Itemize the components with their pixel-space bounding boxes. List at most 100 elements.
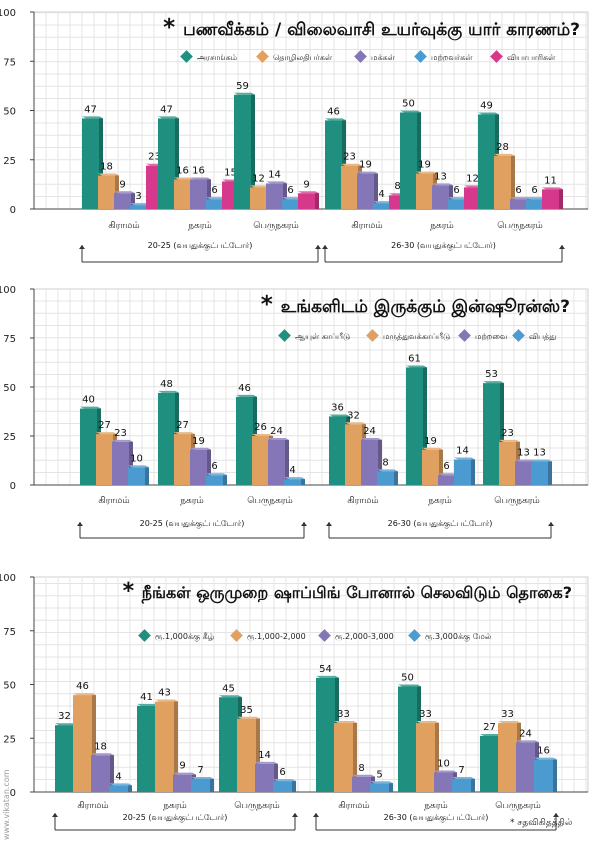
bar bbox=[361, 439, 378, 485]
legend-label: வியாபாரிகள் bbox=[507, 53, 556, 62]
legend-label: ஆயுள் காப்பீடு bbox=[295, 332, 350, 341]
bar-top bbox=[400, 110, 421, 113]
bar-side bbox=[292, 779, 296, 792]
bar-value-label: 4 bbox=[289, 465, 295, 476]
bar bbox=[352, 776, 371, 792]
legend-swatch bbox=[278, 329, 291, 342]
bar-value-label: 4 bbox=[115, 771, 121, 782]
bar-value-label: 13 bbox=[533, 448, 546, 459]
y-tick-label: 75 bbox=[3, 57, 16, 68]
bar-value-label: 40 bbox=[82, 395, 95, 406]
bar-top bbox=[237, 716, 260, 719]
category-label: கிராமம் bbox=[98, 496, 129, 506]
bar-side bbox=[210, 776, 214, 792]
bar bbox=[234, 94, 251, 209]
bar-side bbox=[374, 171, 378, 209]
legend-label: அரசாங்கம் bbox=[197, 53, 237, 62]
bar-value-label: 45 bbox=[222, 683, 235, 694]
bar-value-label: 24 bbox=[519, 728, 532, 739]
bar bbox=[190, 449, 207, 485]
bar-value-label: 50 bbox=[401, 673, 414, 684]
bar-side bbox=[223, 473, 227, 485]
bar-top bbox=[219, 695, 242, 698]
bar-top bbox=[128, 465, 149, 468]
legend-label: மக்கள் bbox=[371, 53, 396, 62]
bar-top bbox=[352, 774, 375, 777]
category-label: பெருநகரம் bbox=[253, 221, 298, 231]
chart-title: * பணவீக்கம் / விலைவாசி உயர்வுக்கு யார் க… bbox=[163, 15, 580, 41]
bar-value-label: 32 bbox=[347, 410, 360, 421]
watermark: www.vikatan.com bbox=[2, 769, 11, 840]
bar bbox=[510, 199, 527, 209]
bracket-arrow bbox=[79, 245, 85, 249]
bar-top bbox=[266, 181, 287, 184]
bar bbox=[174, 434, 191, 485]
bar-top bbox=[483, 381, 504, 384]
bar-value-label: 6 bbox=[443, 461, 449, 472]
bar-value-label: 27 bbox=[98, 420, 111, 431]
bar-value-label: 19 bbox=[192, 436, 205, 447]
y-tick-label: 75 bbox=[3, 627, 16, 638]
bar-value-label: 33 bbox=[337, 709, 350, 720]
bar bbox=[219, 697, 238, 792]
bar bbox=[329, 416, 346, 485]
bar-top bbox=[98, 173, 119, 176]
credit-note: * சதவிகிதத்தில் bbox=[510, 818, 573, 828]
bar bbox=[298, 193, 315, 209]
bar bbox=[334, 723, 353, 792]
bar-value-label: 33 bbox=[419, 709, 432, 720]
category-label: பெருநகரம் bbox=[494, 496, 539, 506]
bar bbox=[494, 155, 511, 209]
bar-value-label: 47 bbox=[84, 104, 97, 115]
bar bbox=[373, 203, 390, 209]
legend-label: ரூ.3,000க்கு மேல் bbox=[425, 632, 492, 642]
chart-1: 0 25 50 75 100 * பணவீக்கம் / விலைவாசி உயர்வுக… bbox=[0, 8, 589, 263]
bar-top bbox=[329, 414, 350, 417]
bar-top bbox=[190, 447, 211, 450]
bar-top bbox=[510, 197, 531, 200]
bar-value-label: 9 bbox=[119, 179, 125, 190]
bar-top bbox=[416, 721, 439, 724]
bar bbox=[483, 383, 500, 485]
bar bbox=[73, 695, 92, 792]
bar-top bbox=[234, 92, 255, 95]
bar-value-label: 12 bbox=[252, 173, 265, 184]
bar-top bbox=[73, 693, 96, 696]
bar-side bbox=[471, 776, 475, 792]
y-tick-label: 25 bbox=[3, 734, 16, 745]
bar-value-label: 14 bbox=[456, 446, 469, 457]
bar bbox=[158, 118, 175, 209]
y-tick-label: 100 bbox=[0, 573, 16, 584]
bar-top bbox=[406, 365, 427, 368]
bar-side bbox=[110, 753, 114, 792]
bar-value-label: 9 bbox=[303, 179, 309, 190]
bar-side bbox=[553, 757, 557, 792]
bracket-arrow bbox=[301, 522, 307, 526]
bar bbox=[422, 449, 439, 485]
bar bbox=[452, 778, 471, 792]
bar-side bbox=[511, 153, 515, 209]
category-label: கிராமம் bbox=[347, 496, 378, 506]
bar bbox=[137, 705, 156, 792]
bar-value-label: 46 bbox=[327, 106, 340, 117]
bar-top bbox=[282, 197, 303, 200]
bar-value-label: 50 bbox=[402, 99, 415, 110]
bar-top bbox=[82, 116, 103, 119]
bar bbox=[464, 187, 481, 209]
bar-value-label: 12 bbox=[466, 173, 479, 184]
category-label: பெருநகரம் bbox=[234, 801, 279, 811]
legend-label: மருத்துவக்காப்பீடு bbox=[383, 332, 450, 342]
bar bbox=[448, 199, 465, 209]
category-label: பெருநகரம் bbox=[497, 221, 542, 231]
bar bbox=[173, 774, 192, 792]
bar bbox=[174, 179, 191, 209]
bar-top bbox=[325, 118, 346, 121]
bar-top bbox=[174, 177, 195, 180]
bar bbox=[432, 185, 449, 209]
bar-value-label: 59 bbox=[236, 81, 249, 92]
bar-value-label: 14 bbox=[258, 750, 271, 761]
bar-value-label: 8 bbox=[382, 457, 388, 468]
bar-value-label: 5 bbox=[376, 769, 382, 780]
bar-side bbox=[394, 469, 398, 485]
bar-top bbox=[432, 183, 453, 186]
